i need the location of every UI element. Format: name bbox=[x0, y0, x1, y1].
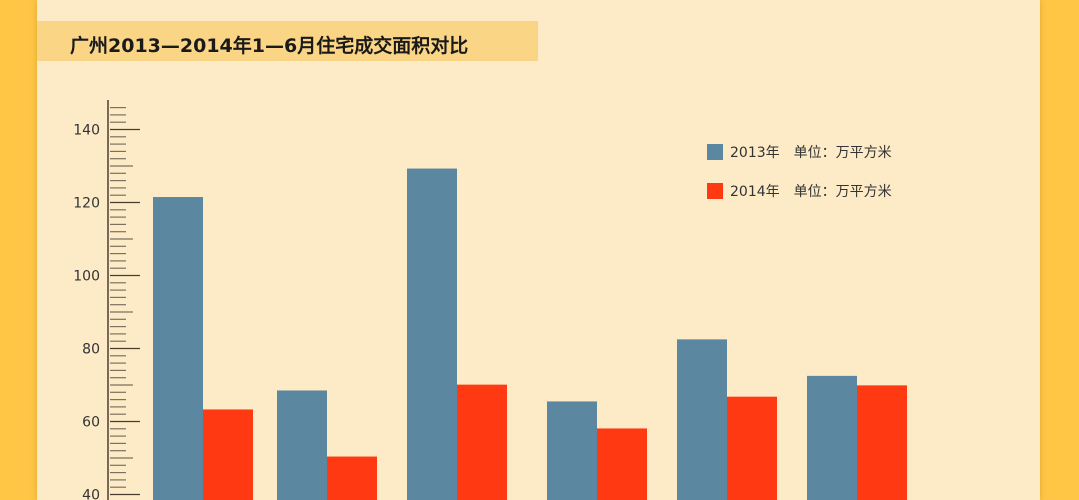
legend-unit-2014: 单位：万平方米 bbox=[793, 184, 892, 200]
bar-2014年-5月 bbox=[727, 396, 777, 500]
bar-2013年-5月 bbox=[677, 339, 727, 500]
bar-2014年-1月 bbox=[203, 409, 253, 500]
legend-unit-2013: 单位：万平方米 bbox=[793, 145, 892, 161]
legend-swatch-2013 bbox=[707, 144, 723, 160]
y-tick-label: 60 bbox=[82, 415, 100, 431]
bar-2014年-3月 bbox=[457, 384, 507, 500]
bar-2014年-6月 bbox=[857, 385, 907, 500]
y-tick-label: 80 bbox=[82, 342, 100, 358]
chart-title: 广州2013—2014年1—6月住宅成交面积对比 bbox=[70, 35, 469, 57]
title-band bbox=[37, 21, 538, 61]
legend-item-2013: 2013年 单位：万平方米 bbox=[707, 142, 892, 162]
y-tick-label: 100 bbox=[73, 269, 100, 285]
y-tick-label: 140 bbox=[73, 123, 100, 139]
bar-2014年-4月 bbox=[597, 428, 647, 500]
bar-2013年-2月 bbox=[277, 390, 327, 500]
legend-swatch-2014 bbox=[707, 183, 723, 199]
legend-label-2014: 2014年 bbox=[730, 184, 780, 200]
y-tick-label: 120 bbox=[73, 196, 100, 212]
bar-2014年-2月 bbox=[327, 456, 377, 500]
bar-2013年-4月 bbox=[547, 401, 597, 500]
bar-2013年-6月 bbox=[807, 375, 857, 500]
bar-2013年-3月 bbox=[407, 168, 457, 500]
legend-label-2013: 2013年 bbox=[730, 145, 780, 161]
legend-item-2014: 2014年 单位：万平方米 bbox=[707, 181, 892, 201]
y-tick-label: 40 bbox=[82, 488, 100, 500]
bar-2013年-1月 bbox=[153, 197, 203, 500]
